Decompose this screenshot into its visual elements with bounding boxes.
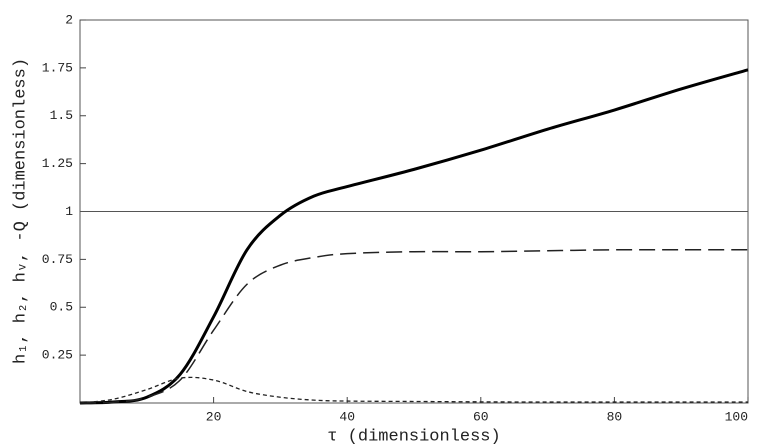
y-axis-title: h₁, h₂, hᵥ, -Q (dimensionless) <box>11 58 30 364</box>
y-tick-label: 1.75 <box>42 60 73 75</box>
x-tick-label: 20 <box>206 409 222 424</box>
y-tick-label: 2 <box>65 12 73 27</box>
y-tick-label: 0.75 <box>42 252 73 267</box>
y-tick-label: 1.5 <box>50 108 73 123</box>
y-tick-label: 1 <box>65 204 73 219</box>
x-tick-label: 80 <box>607 409 623 424</box>
y-tick-label: 0.25 <box>42 348 73 363</box>
series-line <box>79 376 748 404</box>
x-tick-label: 100 <box>725 409 748 424</box>
y-tick-label: 0.5 <box>50 300 73 315</box>
x-tick-label: 60 <box>473 409 489 424</box>
series-line <box>79 68 749 405</box>
x-tick-label: 40 <box>339 409 355 424</box>
series-line <box>79 248 749 404</box>
y-tick-label: 1.25 <box>42 156 73 171</box>
x-axis-title: τ (dimensionless) <box>327 427 500 446</box>
